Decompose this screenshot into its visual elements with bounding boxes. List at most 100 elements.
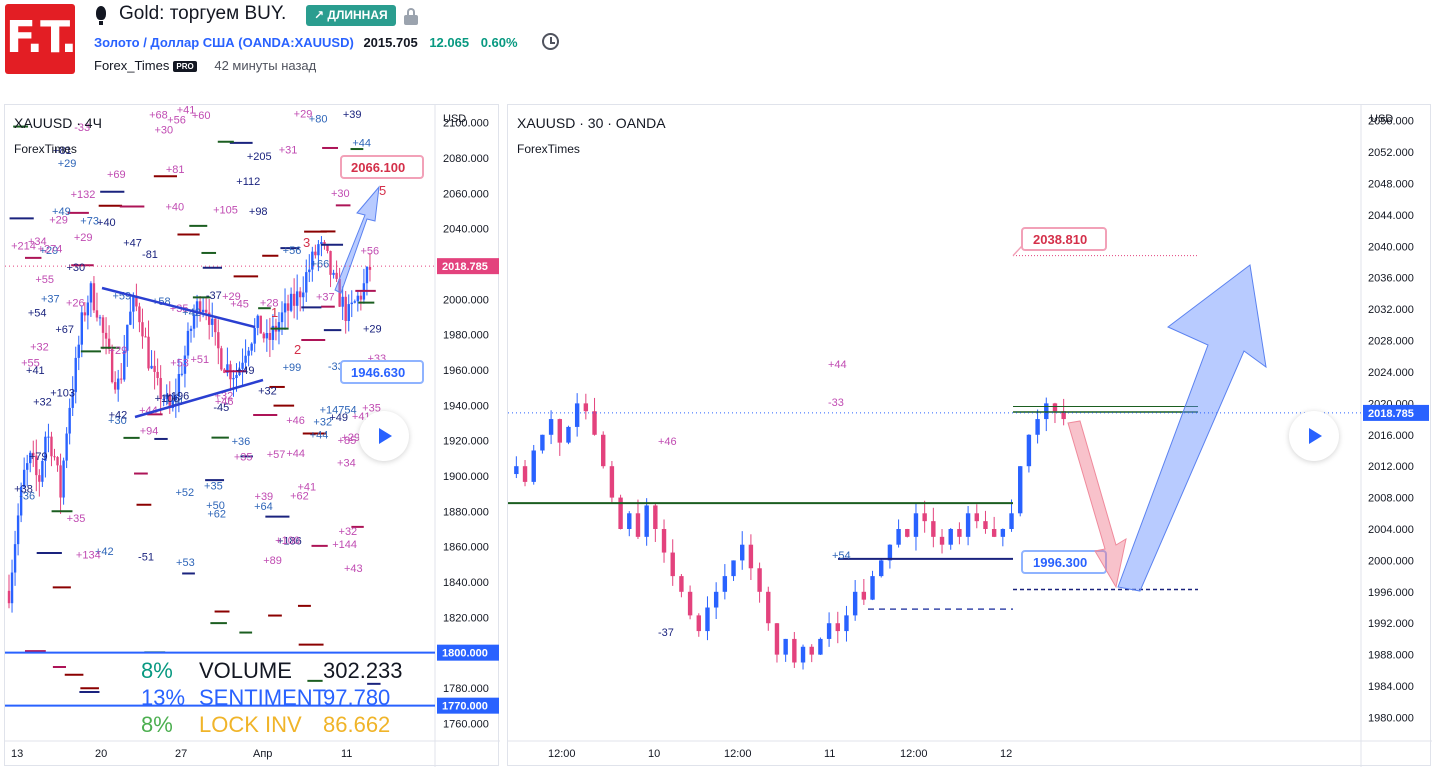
candle-body xyxy=(679,576,684,592)
signal-marker-label: +40 xyxy=(165,201,184,213)
signal-marker-label: -33 xyxy=(328,361,344,373)
signal-marker-label: +31 xyxy=(279,144,298,156)
time-tick-label: 20 xyxy=(95,748,107,760)
candle-body xyxy=(514,466,519,475)
candle-body xyxy=(208,312,211,325)
last-price-tag xyxy=(1363,404,1429,421)
candle-body xyxy=(335,272,338,279)
clock-icon[interactable] xyxy=(542,33,559,50)
stat-sentiment-name: SENTIMENT xyxy=(199,685,327,710)
signal-marker-label: +46 xyxy=(215,396,234,408)
signal-marker-label: +134 xyxy=(76,550,101,562)
signal-marker-label: +29 xyxy=(109,345,128,357)
signal-marker-label: +45 xyxy=(230,298,249,310)
candle-body xyxy=(10,572,14,604)
candle-body xyxy=(592,411,597,435)
candle-body xyxy=(818,638,823,655)
signal-marker-label: +43 xyxy=(344,563,363,575)
candle-body xyxy=(204,309,208,313)
candle-body xyxy=(241,362,244,369)
candle-body xyxy=(268,333,272,340)
price-tick-label: 2048.000 xyxy=(1368,179,1414,191)
chart-4h-title: XAUUSD · 4Ч xyxy=(14,115,102,131)
forecast-arrow-down xyxy=(1067,420,1127,589)
signal-marker-label: +32 xyxy=(339,526,358,538)
candle-body xyxy=(165,394,168,400)
symbol-exchange-link[interactable]: (OANDA:XAUUSD) xyxy=(238,35,354,50)
candle-body xyxy=(326,244,329,251)
last-price-tag-label: 2018.785 xyxy=(442,261,488,273)
signal-marker-label: +49 xyxy=(236,365,255,377)
symbol-exchange: OANDA:XAUUSD xyxy=(242,35,350,50)
stat-volume: 8% VOLUME 302.233 xyxy=(141,657,403,684)
candle-body xyxy=(135,295,138,307)
wave-label: 2 xyxy=(294,342,301,357)
forex-times-logo[interactable]: F.T. xyxy=(5,4,77,74)
stat-lock-inv: 8% LOCK INV 86.662 xyxy=(141,711,403,738)
logo-text: F.T. xyxy=(5,12,77,63)
candle-body xyxy=(214,318,217,333)
pro-badge: PRO xyxy=(173,61,197,72)
candle-body xyxy=(138,306,141,323)
signal-marker-label: +99 xyxy=(283,362,302,374)
candle-body xyxy=(965,513,971,537)
signal-marker-label: +37 xyxy=(41,294,60,306)
chart-4h[interactable]: USD2100.0002080.0002060.0002040.0002020.… xyxy=(4,104,500,767)
price-tick-label: 1988.000 xyxy=(1368,650,1414,662)
play-button-left[interactable] xyxy=(359,411,409,461)
candle-body xyxy=(922,513,927,522)
price-tick-label: 2044.000 xyxy=(1368,210,1414,222)
candle-body xyxy=(53,456,56,458)
target-up-callout xyxy=(340,155,424,179)
play-button-right[interactable] xyxy=(1289,411,1339,461)
candle-body xyxy=(247,350,250,356)
price-tick-label: 2000.000 xyxy=(443,294,489,306)
signal-marker-label: +105 xyxy=(213,204,238,216)
signal-marker-label: +132 xyxy=(71,189,96,201)
candle-body xyxy=(107,338,111,350)
candle-body xyxy=(991,529,997,537)
candle-body xyxy=(1044,403,1049,420)
price-tick-label: 1780.000 xyxy=(443,683,489,695)
time-tick-label: Апр xyxy=(253,748,272,760)
price-tick-label: 2016.000 xyxy=(1368,430,1414,442)
stat-volume-pct: 8% xyxy=(141,658,173,683)
time-tick-label: 12:00 xyxy=(548,748,576,760)
candle-body xyxy=(7,590,11,604)
candle-body xyxy=(235,375,238,379)
price-tick-label: 2100.000 xyxy=(443,118,489,130)
candle-body xyxy=(627,513,632,529)
signal-marker-label: +56 xyxy=(360,246,379,258)
symbol-name-link[interactable]: Золото / Доллар США xyxy=(94,35,235,50)
candle-body xyxy=(220,348,223,370)
chart-4h-canvas[interactable]: USD2100.0002080.0002060.0002040.0002020.… xyxy=(5,105,500,767)
signal-marker-label: +196 xyxy=(164,391,189,403)
candle-body xyxy=(77,344,80,358)
candle-body xyxy=(696,615,701,632)
price-tick-label: 1900.000 xyxy=(443,471,489,483)
candle-body xyxy=(104,332,108,339)
signal-marker-label: +62 xyxy=(290,491,309,503)
author-link[interactable]: Forex_Times xyxy=(94,58,170,73)
signal-marker-label: +29 xyxy=(222,291,241,303)
candle-body xyxy=(244,355,247,363)
chart-30m[interactable]: USD 2056.000 2052.000 2048.000 2044.000 2040.… xyxy=(507,104,1432,767)
candle-body xyxy=(748,544,754,569)
candle-body xyxy=(1018,466,1023,514)
candle-body xyxy=(195,301,199,315)
signal-marker-label: +42 xyxy=(95,546,114,558)
candle-body xyxy=(201,309,205,313)
candle-body xyxy=(356,295,360,302)
signal-marker-label: +49 xyxy=(329,412,348,424)
candle-body xyxy=(1061,411,1066,420)
signal-marker-label: -36 xyxy=(19,491,35,503)
candle-body xyxy=(168,394,171,409)
price-tick-label: 1860.000 xyxy=(443,542,489,554)
target-down-callout xyxy=(1021,550,1107,574)
candle-body xyxy=(47,436,50,438)
candle-body xyxy=(35,455,38,476)
candle-body xyxy=(359,295,363,300)
candle-body xyxy=(262,333,265,339)
signal-marker-label: +52 xyxy=(175,487,194,499)
